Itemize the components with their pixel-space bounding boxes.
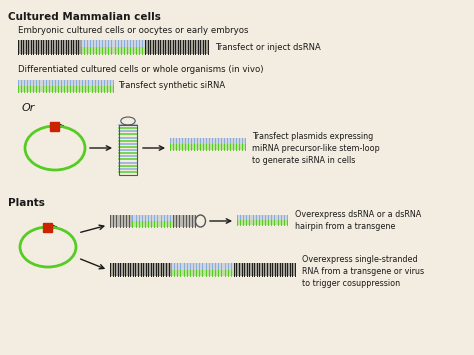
Bar (171, 269, 234, 276)
Bar (146, 40, 208, 47)
Bar (234, 269, 295, 276)
Bar (170, 144, 245, 150)
Text: Overexpress single-stranded
RNA from a transgene or virus
to trigger cosuppressi: Overexpress single-stranded RNA from a t… (302, 255, 424, 288)
Bar (170, 138, 245, 144)
Bar (234, 263, 295, 269)
Text: Overexpress dsRNA or a dsRNA
hairpin from a transgene: Overexpress dsRNA or a dsRNA hairpin fro… (295, 210, 421, 231)
Bar (237, 215, 287, 220)
Bar (18, 80, 113, 86)
Bar (110, 269, 171, 276)
Bar (44, 223, 53, 231)
Bar (237, 220, 287, 225)
Text: Cultured Mammalian cells: Cultured Mammalian cells (8, 12, 161, 22)
Bar (110, 215, 133, 221)
Text: Transfect or inject dsRNA: Transfect or inject dsRNA (215, 43, 321, 51)
Text: Embryonic cultured cells or oocytes or early embryos: Embryonic cultured cells or oocytes or e… (18, 26, 248, 35)
Text: Transfect synthetic siRNA: Transfect synthetic siRNA (118, 82, 225, 91)
Bar (110, 221, 133, 227)
Bar (110, 263, 171, 269)
Bar (119, 125, 137, 175)
Bar (51, 121, 60, 131)
Text: Plants: Plants (8, 198, 45, 208)
Bar (173, 221, 195, 227)
Bar (173, 215, 195, 221)
Text: Or: Or (22, 103, 36, 113)
Bar (133, 221, 173, 227)
Text: Differentiated cultured cells or whole organisms (in vivo): Differentiated cultured cells or whole o… (18, 65, 264, 74)
Bar (146, 47, 208, 54)
Bar (133, 215, 173, 221)
Bar (171, 263, 234, 269)
Bar (81, 47, 146, 54)
Bar (18, 40, 81, 47)
Bar (18, 47, 81, 54)
Bar (18, 86, 113, 92)
Bar (81, 40, 146, 47)
Text: Transfect plasmids expressing
miRNA precursor-like stem-loop
to generate siRNA i: Transfect plasmids expressing miRNA prec… (252, 132, 380, 165)
